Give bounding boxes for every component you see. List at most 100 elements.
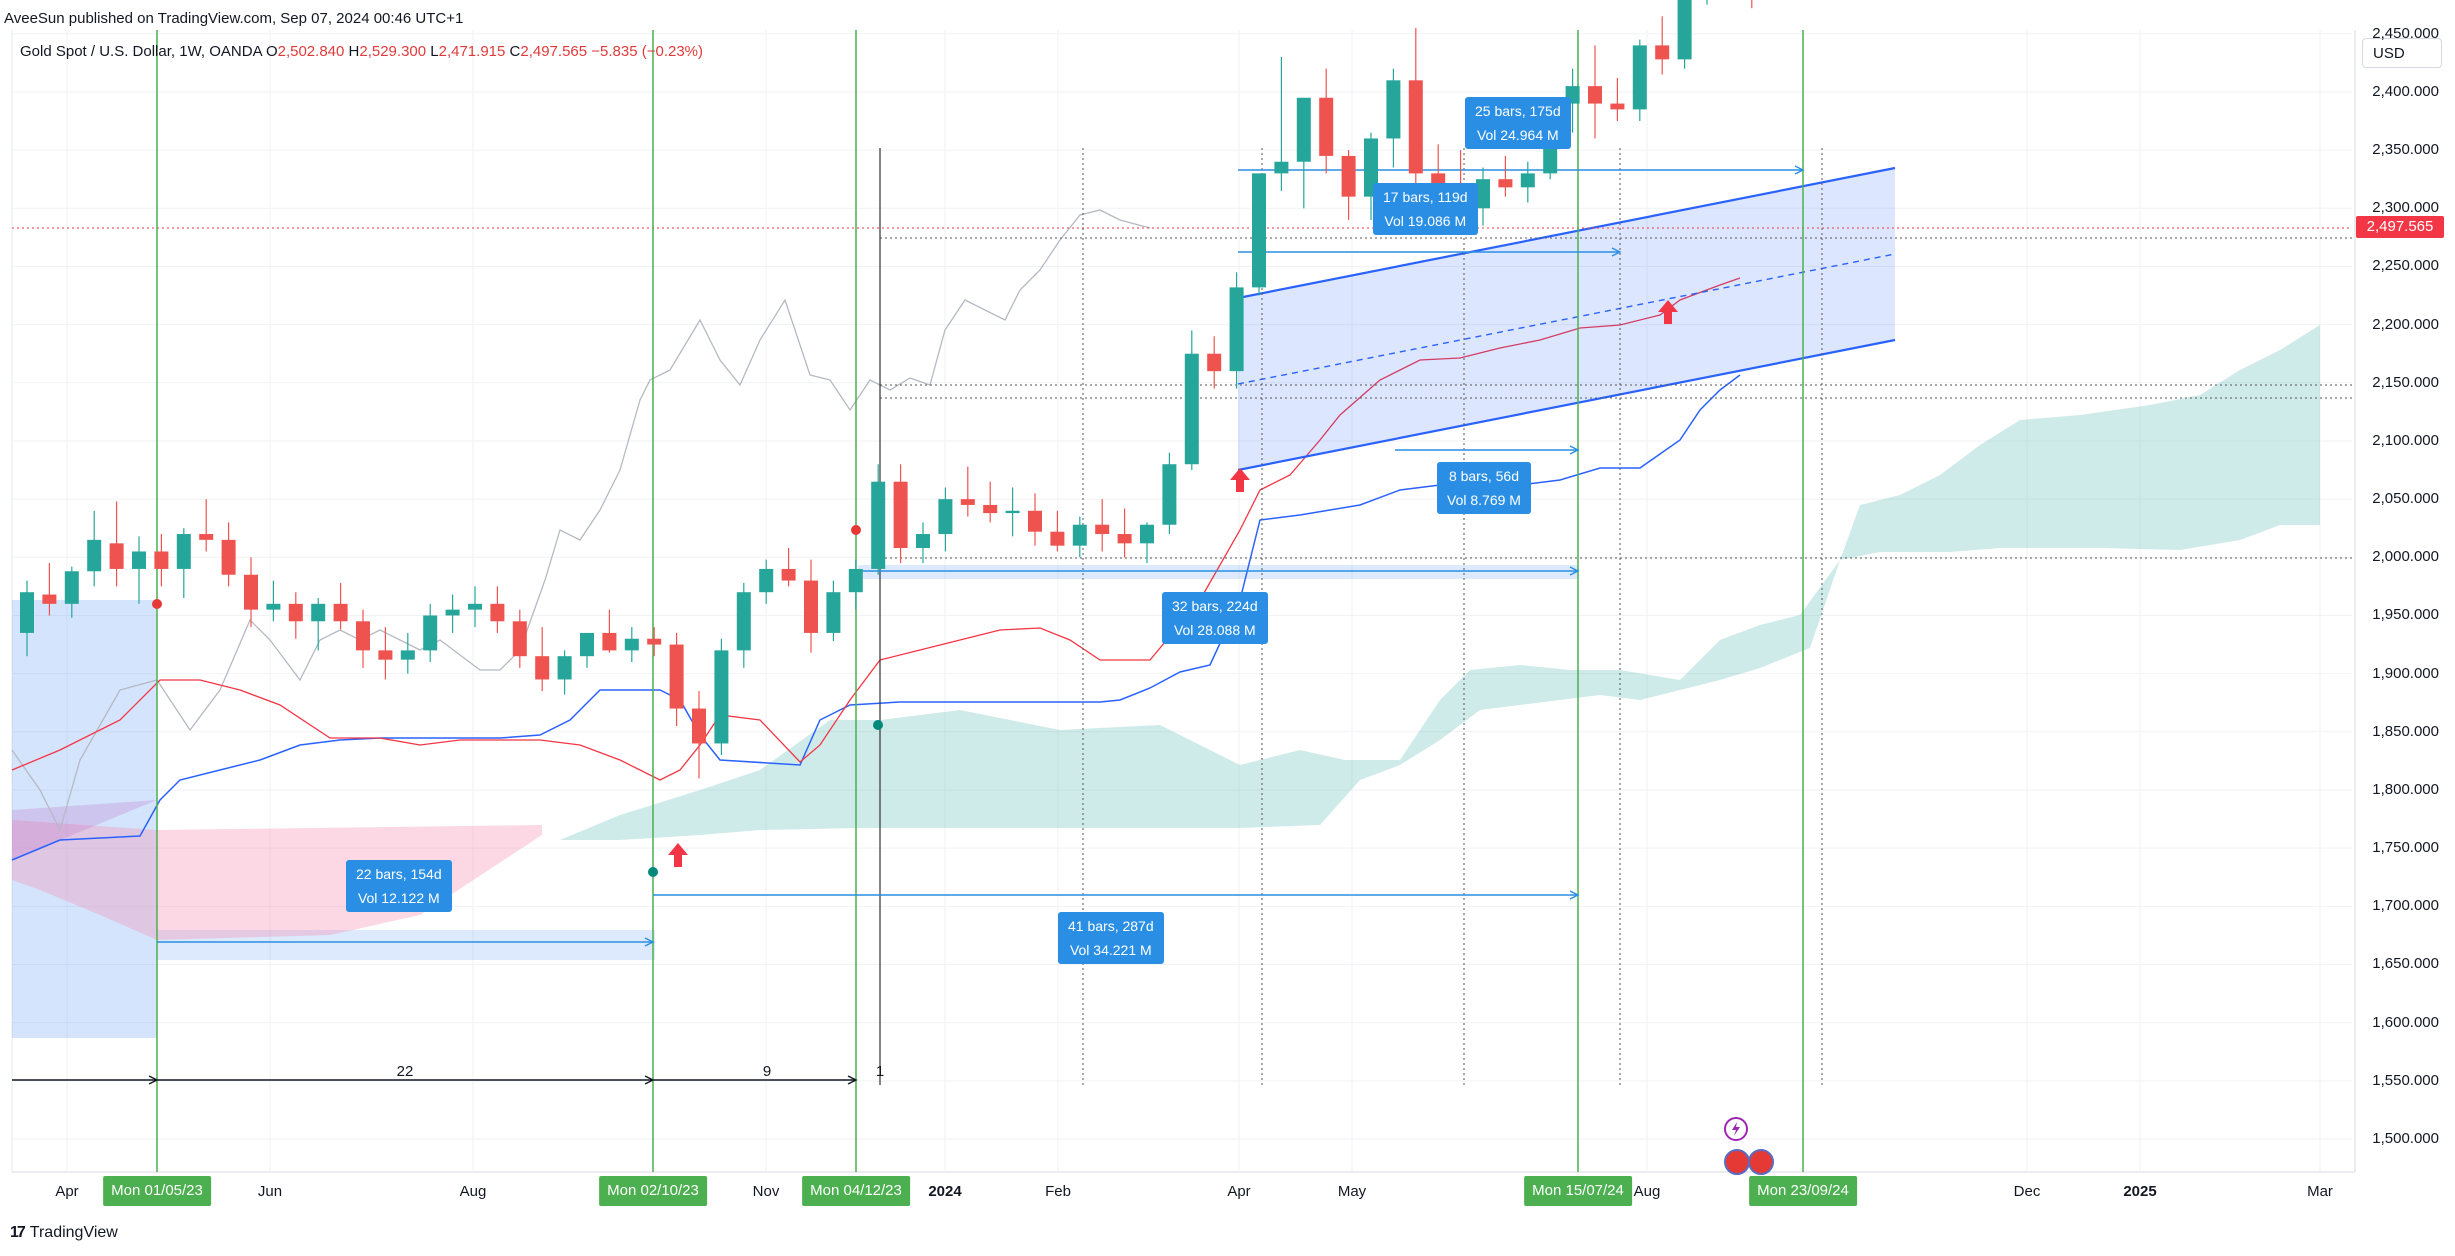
- candle-body[interactable]: [1028, 510, 1042, 532]
- measure-box[interactable]: 8 bars, 56d Vol 8.769 M: [1437, 462, 1531, 514]
- x-marker-label: Mon 04/12/23: [802, 1176, 910, 1206]
- candle-body[interactable]: [221, 539, 236, 575]
- candle-body[interactable]: [1095, 524, 1110, 535]
- candle-body[interactable]: [154, 551, 169, 569]
- candle-body[interactable]: [512, 621, 527, 657]
- candle-body[interactable]: [1520, 173, 1535, 188]
- candle-body[interactable]: [669, 644, 684, 709]
- candle-body[interactable]: [557, 656, 572, 680]
- candle-body[interactable]: [826, 592, 841, 633]
- us-flag-icon-2[interactable]: [1748, 1149, 1774, 1175]
- arrow-head: [1794, 165, 1805, 175]
- candle-body[interactable]: [445, 609, 460, 616]
- currency-button[interactable]: USD: [2362, 38, 2442, 68]
- candle-body[interactable]: [1677, 0, 1692, 60]
- candle-body[interactable]: [692, 708, 706, 744]
- candle-body[interactable]: [1072, 524, 1087, 546]
- candle-body[interactable]: [333, 603, 348, 622]
- candle-body[interactable]: [1341, 155, 1356, 197]
- candle-body[interactable]: [759, 568, 774, 593]
- us-flag-icon[interactable]: [1724, 1149, 1750, 1175]
- candle-body[interactable]: [1140, 524, 1154, 544]
- measure-box[interactable]: 25 bars, 175d Vol 24.964 M: [1465, 97, 1571, 149]
- candle-body[interactable]: [176, 534, 191, 569]
- measure-volume: Vol 34.221 M: [1069, 942, 1152, 958]
- candle-body[interactable]: [1162, 464, 1177, 525]
- measure-bars: 25 bars, 175d: [1475, 103, 1561, 119]
- candle-body[interactable]: [1229, 287, 1244, 372]
- candle-body[interactable]: [1319, 97, 1334, 156]
- chikou-line: [11, 209, 1151, 832]
- candle-body[interactable]: [1408, 80, 1423, 174]
- tradingview-logo[interactable]: 17 TradingView: [10, 1224, 118, 1241]
- candle-body[interactable]: [893, 481, 908, 548]
- candle-body[interactable]: [64, 571, 79, 604]
- candle-body[interactable]: [1632, 45, 1647, 110]
- candle-body[interactable]: [423, 615, 438, 651]
- candle-body[interactable]: [132, 551, 146, 569]
- candle-body[interactable]: [1117, 534, 1132, 544]
- candle-body[interactable]: [311, 603, 326, 622]
- candle-body[interactable]: [848, 568, 863, 593]
- candle-body[interactable]: [87, 539, 102, 572]
- candle-body[interactable]: [736, 592, 751, 651]
- candle-body[interactable]: [1431, 173, 1446, 186]
- candle-body[interactable]: [871, 481, 886, 569]
- measure-bars: 8 bars, 56d: [1448, 468, 1519, 484]
- candle-body[interactable]: [1364, 138, 1378, 197]
- candle-body[interactable]: [244, 574, 258, 610]
- candle-body[interactable]: [1050, 531, 1065, 546]
- candle-body[interactable]: [960, 499, 975, 505]
- candle-body[interactable]: [1184, 353, 1199, 465]
- candle-body[interactable]: [490, 603, 505, 622]
- candle-body[interactable]: [1386, 80, 1401, 139]
- candle-body[interactable]: [288, 603, 303, 622]
- bar-count: 9: [762, 1063, 772, 1080]
- highlight-region: [12, 600, 157, 1038]
- up-arrow-icon: [668, 843, 688, 867]
- candle-body[interactable]: [804, 580, 818, 633]
- candle-body[interactable]: [1655, 45, 1670, 60]
- candle-body[interactable]: [266, 603, 281, 610]
- candle-body[interactable]: [356, 621, 370, 651]
- candle-body[interactable]: [1588, 86, 1602, 104]
- candle-body[interactable]: [1498, 179, 1513, 188]
- candle-body[interactable]: [42, 594, 57, 604]
- candle-body[interactable]: [468, 603, 482, 610]
- candle-body[interactable]: [916, 534, 930, 548]
- measure-box[interactable]: 41 bars, 287d Vol 34.221 M: [1058, 912, 1164, 964]
- x-marker-label: Mon 02/10/23: [599, 1176, 707, 1206]
- candle-body[interactable]: [1005, 510, 1020, 514]
- measure-volume: Vol 12.122 M: [357, 890, 440, 906]
- lightning-icon[interactable]: [1724, 1117, 1748, 1141]
- measure-box[interactable]: 32 bars, 224d Vol 28.088 M: [1162, 592, 1268, 644]
- last-price-tag: 2,497.565: [2356, 216, 2444, 238]
- candle-body[interactable]: [1476, 179, 1490, 209]
- y-tick-label: 2,350.000: [2372, 141, 2439, 159]
- candle-body[interactable]: [1252, 173, 1266, 288]
- candle-body[interactable]: [20, 592, 34, 633]
- candle-body[interactable]: [938, 499, 953, 535]
- candle-body[interactable]: [400, 650, 415, 660]
- candle-body[interactable]: [580, 632, 594, 657]
- candle-body[interactable]: [602, 632, 617, 651]
- candle-body[interactable]: [647, 638, 662, 645]
- candle-body[interactable]: [535, 656, 550, 680]
- candle-body[interactable]: [1274, 161, 1289, 174]
- measure-bars: 41 bars, 287d: [1068, 918, 1154, 934]
- candle-body[interactable]: [1296, 97, 1311, 162]
- candle-body[interactable]: [714, 650, 729, 744]
- candle-body[interactable]: [1610, 103, 1625, 110]
- measure-box[interactable]: 17 bars, 119d Vol 19.086 M: [1373, 183, 1478, 235]
- candle-body[interactable]: [199, 534, 214, 540]
- measure-box[interactable]: 22 bars, 154d Vol 12.122 M: [346, 860, 452, 912]
- candle-body[interactable]: [624, 638, 639, 651]
- candle-body[interactable]: [781, 568, 796, 581]
- candle-body[interactable]: [983, 504, 998, 514]
- x-marker-label: Mon 15/07/24: [1524, 1176, 1632, 1206]
- x-tick-label: May: [1337, 1183, 1367, 1200]
- candle-body[interactable]: [378, 650, 393, 660]
- candle-body[interactable]: [109, 543, 124, 569]
- candle-body[interactable]: [1207, 353, 1222, 372]
